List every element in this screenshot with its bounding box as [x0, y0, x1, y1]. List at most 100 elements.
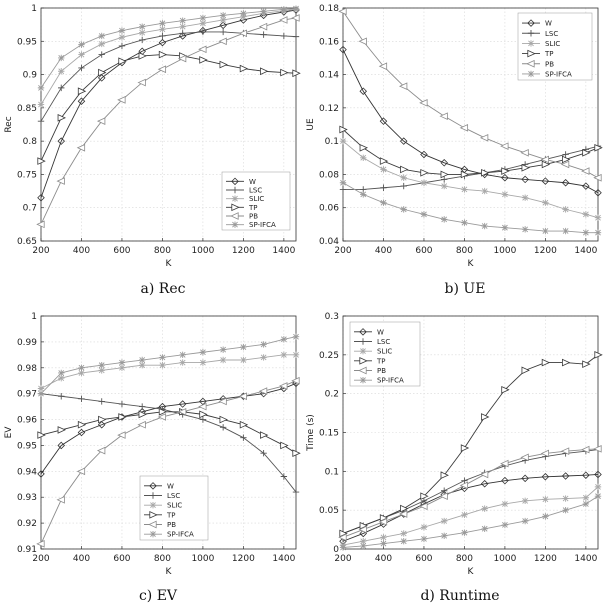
- data-point: [57, 114, 67, 122]
- chart-ev: 200 400 600 800 1000 1200 1400 0.91 0.92 0.93 0.94…: [4, 312, 301, 577]
- data-point: [560, 160, 570, 169]
- data-point: [440, 471, 449, 480]
- chart-runtime: 200 400 600 800 1000 1200 1400 0 0.05 0.1 0.15 0.2 0…: [306, 312, 603, 577]
- data-point: [37, 157, 46, 165]
- data-point: [118, 400, 126, 408]
- data-point: [219, 415, 228, 424]
- data-point: [400, 206, 407, 213]
- legend-label: LSC: [167, 492, 180, 500]
- y-tick-label: 1: [31, 4, 37, 14]
- data-point: [379, 157, 389, 165]
- data-point: [594, 143, 603, 152]
- y-tick-label: 0.25: [319, 351, 339, 361]
- series-line: [40, 31, 297, 122]
- data-point: [98, 415, 107, 424]
- data-point: [582, 471, 590, 479]
- data-point: [77, 428, 86, 437]
- data-point: [501, 173, 509, 182]
- series-slic: [37, 351, 300, 392]
- series-tp: [37, 407, 301, 458]
- data-point: [159, 354, 166, 361]
- data-point: [238, 392, 247, 401]
- data-point: [37, 431, 46, 439]
- data-point: [260, 450, 267, 457]
- data-point: [594, 483, 602, 491]
- data-point: [440, 170, 449, 179]
- data-point: [481, 505, 488, 512]
- data-point: [37, 385, 45, 392]
- data-point: [219, 16, 227, 24]
- data-point: [218, 37, 227, 46]
- legend-label: SLIC: [545, 40, 560, 48]
- data-point: [118, 359, 126, 366]
- data-point: [199, 56, 208, 64]
- data-point: [562, 206, 569, 213]
- y-tick-label: 0.3: [325, 312, 339, 322]
- legend-marker: [149, 492, 157, 499]
- y-axis-label: UE: [306, 118, 316, 131]
- data-point: [159, 361, 166, 369]
- data-point: [57, 137, 66, 145]
- legend-label: SP-IFCA: [249, 221, 276, 229]
- series-pb: [36, 14, 300, 229]
- data-point: [37, 193, 45, 202]
- data-point: [240, 13, 247, 20]
- legend-box: [349, 321, 421, 387]
- data-point: [582, 494, 590, 501]
- data-point: [137, 420, 146, 429]
- data-point: [594, 214, 602, 221]
- x-tick-label: 600: [415, 246, 432, 256]
- legend-label: TP: [166, 511, 176, 519]
- x-axis-label: K: [468, 259, 475, 269]
- data-point: [78, 64, 85, 72]
- data-point: [420, 524, 428, 531]
- x-axis-label: K: [166, 567, 173, 577]
- data-point: [158, 38, 167, 47]
- x-tick-label: 800: [154, 246, 171, 256]
- legend-marker: [527, 30, 535, 37]
- data-point: [240, 10, 247, 17]
- legend-marker: [231, 221, 239, 228]
- legend-marker: [149, 501, 157, 509]
- series-line: [40, 336, 297, 394]
- data-point: [440, 182, 448, 190]
- data-point: [37, 390, 45, 397]
- data-point: [561, 178, 570, 187]
- data-point: [98, 398, 105, 405]
- x-tick-label: 1000: [191, 246, 214, 256]
- series-line: [342, 140, 599, 219]
- data-point: [593, 444, 602, 453]
- series-pb: [338, 444, 602, 542]
- data-point: [400, 165, 409, 174]
- data-point: [77, 420, 87, 429]
- data-point: [179, 23, 186, 30]
- data-point: [219, 356, 227, 364]
- legend-box: [139, 475, 209, 541]
- x-tick-label: 1400: [574, 554, 597, 564]
- data-point: [240, 434, 247, 441]
- series-lsc: [37, 28, 300, 125]
- legend-marker: [231, 186, 239, 194]
- legend-label: PB: [167, 521, 176, 529]
- data-point: [542, 199, 549, 206]
- series-line: [40, 354, 296, 389]
- y-tick-label: 0.95: [17, 37, 37, 47]
- data-point: [359, 87, 368, 95]
- y-tick-label: 0.97: [17, 390, 37, 400]
- data-point: [500, 459, 509, 468]
- data-point: [501, 224, 509, 231]
- x-tick-label: 600: [415, 554, 432, 564]
- data-point: [542, 227, 549, 235]
- data-point: [521, 194, 529, 201]
- y-axis-label: Time (s): [306, 414, 316, 452]
- data-point: [440, 532, 448, 539]
- legend-label: SLIC: [167, 502, 182, 510]
- y-tick-label: 0.85: [17, 104, 37, 114]
- data-point: [360, 538, 367, 545]
- legend-label: TP: [248, 204, 258, 212]
- x-axis-label: K: [468, 567, 475, 577]
- data-point: [157, 65, 167, 74]
- data-point: [521, 497, 529, 505]
- y-tick-label: 0.18: [319, 4, 339, 14]
- legend-label: PB: [545, 60, 554, 68]
